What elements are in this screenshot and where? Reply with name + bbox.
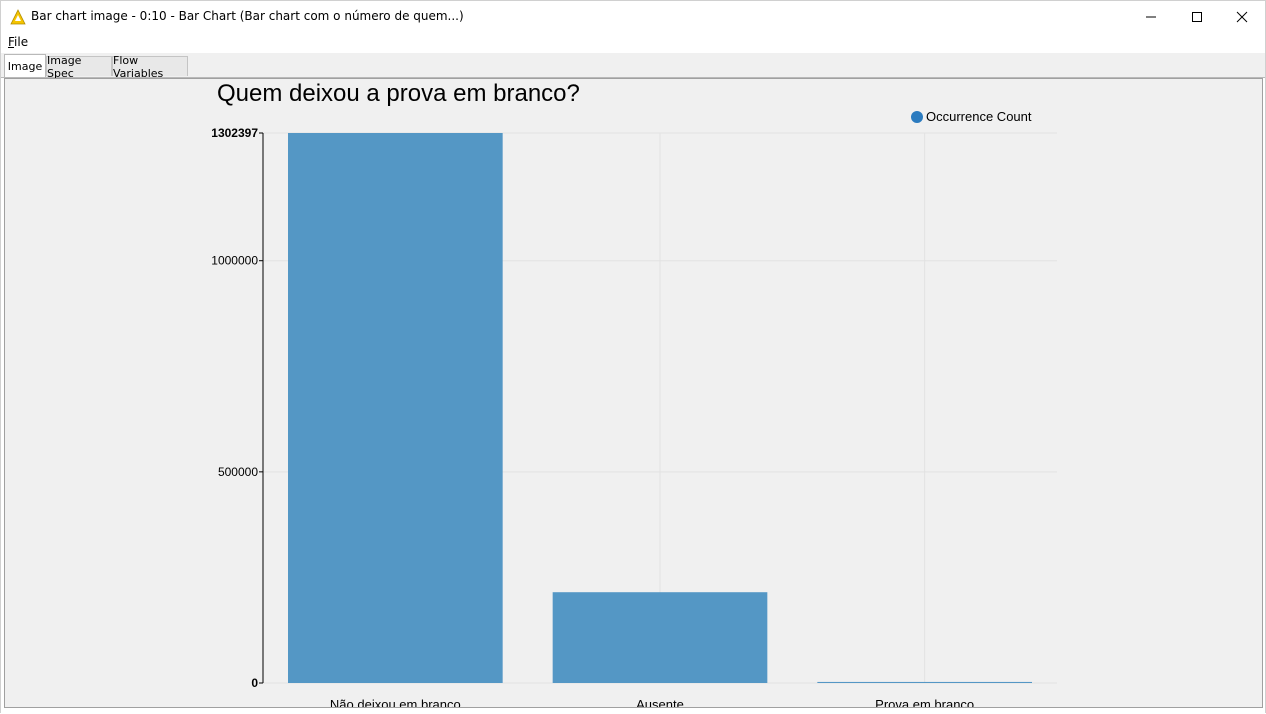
y-tick-label-1: 500000	[218, 465, 258, 479]
x-tick-label-0: Não deixou em branco	[330, 697, 461, 707]
window-title: Bar chart image - 0:10 - Bar Chart (Bar …	[31, 9, 464, 23]
tab-flow-variables[interactable]: Flow Variables	[112, 54, 188, 80]
legend-marker	[911, 111, 923, 123]
bar-chart: Quem deixou a prova em branco? 0 500000 10…	[211, 80, 1057, 707]
bar-0[interactable]	[288, 133, 503, 683]
bars	[288, 133, 1032, 683]
bar-1[interactable]	[552, 592, 768, 683]
bar-2[interactable]	[817, 681, 1032, 683]
menu-bar: File	[1, 32, 1265, 52]
image-panel: Quem deixou a prova em branco? 0 500000 10…	[4, 78, 1263, 708]
y-tick-labels: 0 500000 1000000 1302397	[211, 126, 258, 690]
x-tick-label-1: Ausente	[636, 697, 684, 707]
maximize-button[interactable]	[1174, 1, 1220, 32]
x-tick-labels: Não deixou em branco Ausente Prova em bran…	[330, 697, 974, 707]
x-tick-label-2: Prova em branco	[875, 697, 974, 707]
maximize-icon	[1192, 11, 1202, 22]
tab-bar: Image Image Spec Flow Variables	[1, 53, 1265, 80]
legend: Occurrence Count	[911, 109, 1032, 124]
y-axis	[259, 132, 264, 684]
menu-file-mnemonic: F	[8, 35, 15, 49]
close-button[interactable]	[1219, 1, 1265, 32]
legend-label: Occurrence Count	[926, 109, 1032, 124]
close-icon	[1236, 11, 1248, 22]
menu-file-label: ile	[14, 35, 29, 49]
y-tick-label-0: 0	[251, 676, 258, 690]
tab-image[interactable]: Image	[4, 54, 46, 77]
menu-file[interactable]: File	[8, 35, 28, 49]
minimize-button[interactable]	[1128, 1, 1174, 32]
tab-image-spec[interactable]: Image Spec	[46, 54, 112, 80]
bottom-strip	[1, 709, 1265, 714]
y-tick-label-3: 1302397	[211, 126, 258, 140]
title-bar[interactable]: Bar chart image - 0:10 - Bar Chart (Bar …	[1, 1, 1265, 32]
minimize-icon	[1146, 16, 1156, 17]
y-tick-label-2: 1000000	[211, 254, 258, 268]
chart-title: Quem deixou a prova em branco?	[217, 80, 580, 107]
knime-warning-icon	[10, 9, 26, 25]
